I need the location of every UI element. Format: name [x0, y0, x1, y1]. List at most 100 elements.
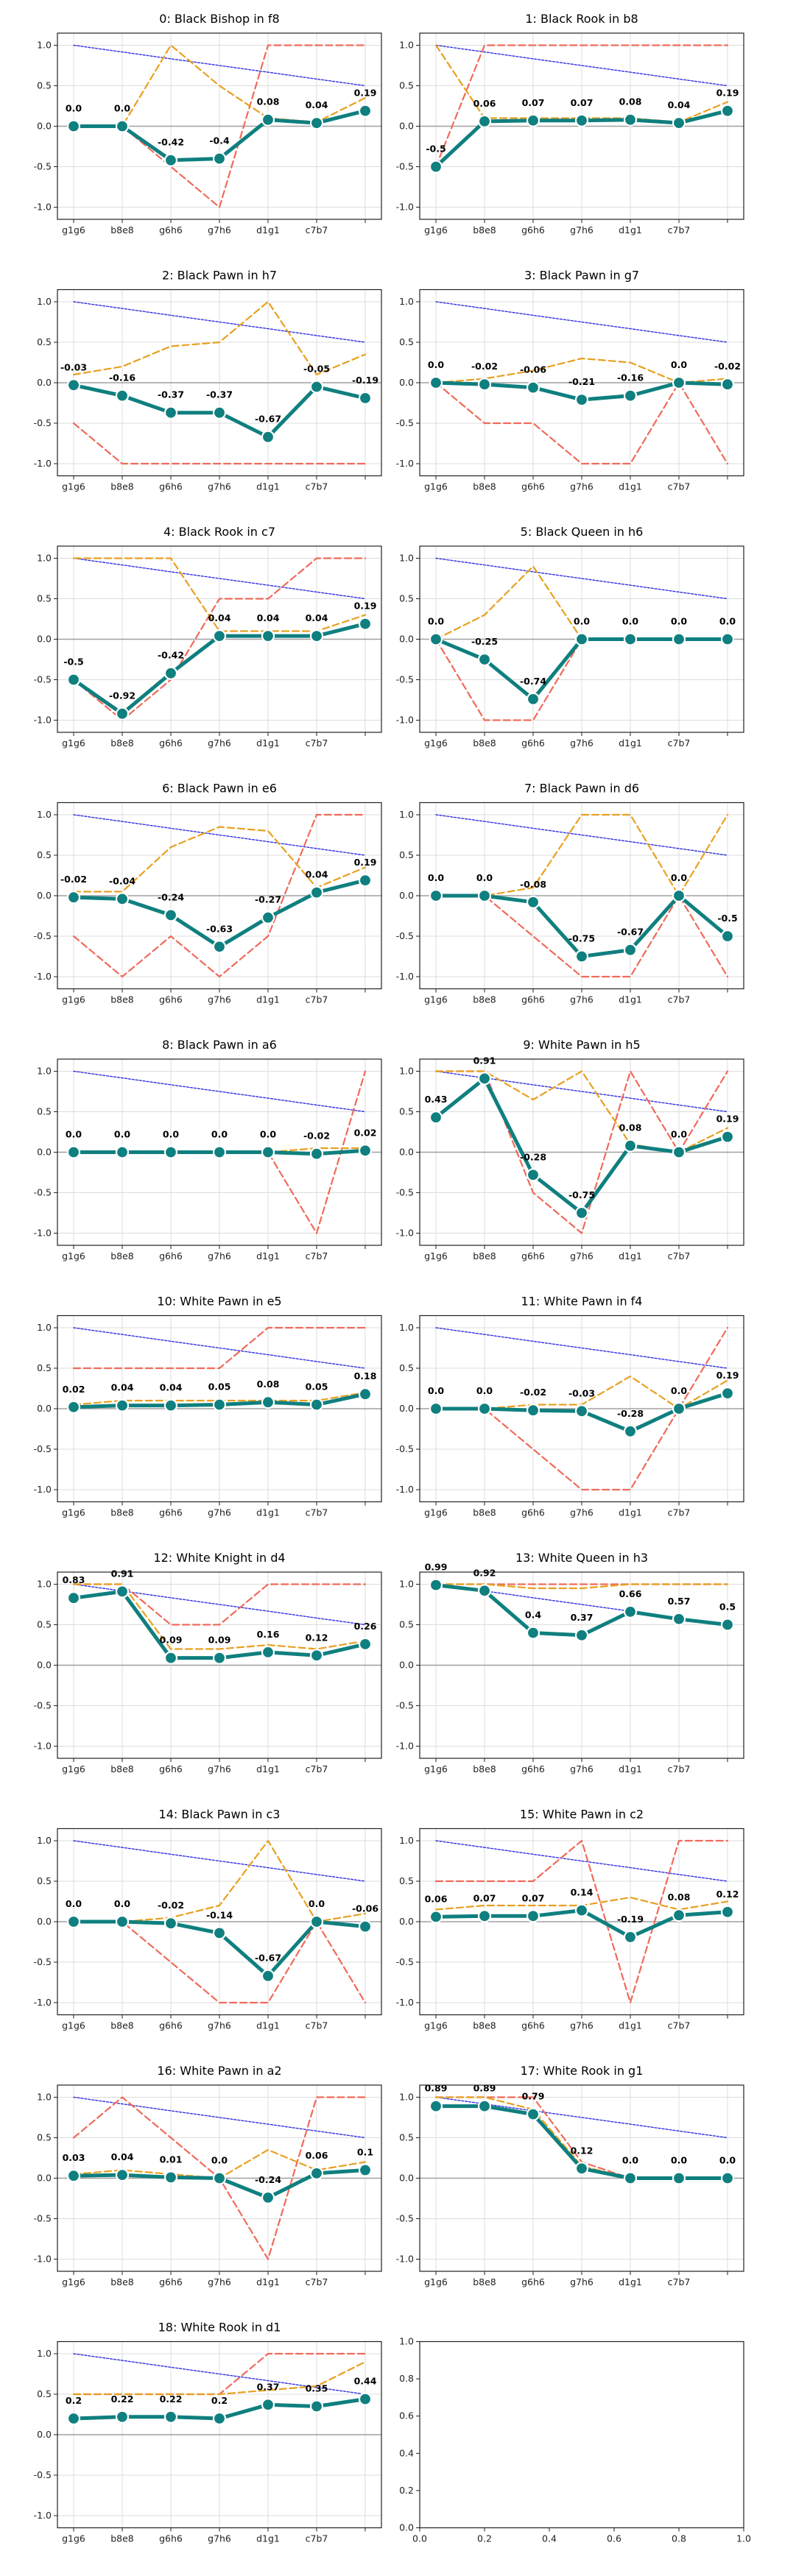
series-line-3 [73, 814, 366, 856]
data-point [358, 1919, 373, 1933]
data-label: 0.01 [160, 2154, 183, 2165]
data-point [720, 104, 735, 118]
x-tick-label: d1g1 [256, 994, 280, 1005]
y-tick-label: 0.0 [399, 2173, 414, 2184]
x-tick-label: g6h6 [521, 994, 545, 1005]
data-label: -0.21 [568, 376, 595, 387]
y-tick-label: 1.0 [37, 2092, 52, 2103]
y-tick-label: 0.5 [37, 1362, 52, 1373]
subplot-title: 10: White Pawn in e5 [157, 1295, 281, 1309]
data-label: -0.5 [426, 144, 446, 155]
x-tick-label: g1g6 [424, 481, 448, 492]
data-label: 0.06 [306, 2150, 328, 2161]
x-tick-label: g6h6 [159, 2533, 183, 2544]
data-point [66, 1400, 81, 1414]
data-point [212, 629, 227, 643]
y-tick-label: 0.5 [399, 336, 414, 347]
subplot-13: 13: White Queen in h3 0.99 0.92 0.4 0.37 0.66… [396, 1551, 744, 1774]
y-tick-label: 1.0 [399, 2092, 414, 2103]
data-label: 0.08 [257, 96, 280, 107]
data-point [261, 430, 275, 444]
data-point [115, 389, 130, 403]
data-label: -0.02 [714, 361, 741, 372]
x-tick-label: b8e8 [473, 1763, 496, 1774]
x-tick-label: g7h6 [570, 2276, 594, 2287]
data-label: -0.02 [303, 1130, 330, 1142]
data-point [623, 943, 638, 957]
data-label: 0.19 [354, 857, 377, 868]
data-label: -0.19 [617, 1914, 644, 1925]
x-tick-label: c7b7 [306, 2276, 328, 2287]
data-point [212, 1651, 227, 1665]
data-label: 0.04 [306, 612, 328, 623]
data-label: 0.0 [719, 616, 736, 627]
data-label: -0.37 [206, 389, 233, 400]
data-label: 0.03 [63, 2152, 85, 2163]
data-label: 0.05 [208, 1381, 231, 1393]
y-tick-label: -1.0 [34, 1228, 52, 1239]
y-tick-label: 1.0 [399, 40, 414, 51]
subplot-title: 17: White Rook in g1 [521, 2064, 644, 2078]
data-point [115, 1398, 130, 1412]
y-tick-label: 0.5 [399, 1106, 414, 1117]
x-tick-label: d1g1 [619, 1507, 642, 1518]
data-point [429, 1910, 443, 1924]
data-label: 0.0 [211, 2155, 228, 2166]
data-point [66, 2169, 81, 2183]
data-point [163, 1398, 178, 1412]
x-tick-label: d1g1 [256, 481, 280, 492]
data-point [429, 160, 443, 174]
x-tick-label: g7h6 [208, 481, 231, 492]
y-tick-label: -0.5 [396, 1956, 414, 1967]
x-tick-label: g1g6 [62, 1250, 85, 1262]
y-tick-label: 0.0 [399, 2522, 414, 2533]
data-point [720, 929, 735, 944]
y-tick-label: -0.5 [396, 1700, 414, 1711]
data-point [115, 2410, 130, 2424]
subplot-title: 13: White Queen in h3 [515, 1551, 648, 1565]
data-label: 0.07 [571, 97, 594, 108]
data-label: 0.4 [525, 1610, 541, 1621]
subplot-title: 0: Black Bishop in f8 [159, 12, 279, 26]
data-point [261, 1969, 275, 1983]
data-label: -0.03 [568, 1387, 595, 1398]
y-tick-label: 0.5 [399, 1875, 414, 1886]
x-tick-label: 1.0 [736, 2533, 751, 2544]
subplot-title: 15: White Pawn in c2 [520, 1808, 644, 1822]
data-point [574, 2162, 589, 2176]
data-label: 0.0 [211, 1129, 228, 1140]
data-label: 0.0 [622, 616, 638, 627]
data-point [212, 2171, 227, 2185]
x-tick-label: c7b7 [306, 737, 328, 749]
data-point [358, 2163, 373, 2177]
data-label: 0.0 [671, 1385, 687, 1396]
data-point [309, 885, 324, 899]
data-point [309, 116, 324, 130]
data-label: 0.66 [619, 1588, 642, 1599]
data-point [477, 114, 492, 128]
data-point [429, 632, 443, 646]
x-tick-label: g6h6 [521, 1507, 545, 1518]
data-label: 0.0 [476, 872, 493, 883]
data-label: -0.06 [520, 364, 546, 375]
data-point [66, 119, 81, 133]
data-point [477, 1401, 492, 1416]
subplot-title: 16: White Pawn in a2 [157, 2064, 281, 2078]
y-tick-label: 1.0 [399, 2336, 414, 2347]
y-tick-label: 0.0 [37, 2429, 52, 2440]
x-tick-label: d1g1 [256, 1250, 280, 1262]
y-tick-label: 0.0 [399, 121, 414, 132]
series-line-1 [72, 1583, 367, 1650]
x-tick-label: g6h6 [159, 994, 183, 1005]
y-tick-label: -0.5 [34, 2213, 52, 2224]
y-tick-label: -0.5 [396, 2213, 414, 2224]
data-point [429, 888, 443, 903]
data-point [115, 1145, 130, 1159]
y-tick-label: 0.5 [37, 80, 52, 91]
y-tick-label: -1.0 [396, 715, 414, 726]
x-tick-label: c7b7 [306, 481, 328, 492]
data-label: -0.67 [255, 414, 281, 425]
y-tick-label: 1.0 [37, 40, 52, 51]
y-tick-label: 0.5 [37, 849, 52, 860]
axes-frame [419, 2340, 744, 2529]
